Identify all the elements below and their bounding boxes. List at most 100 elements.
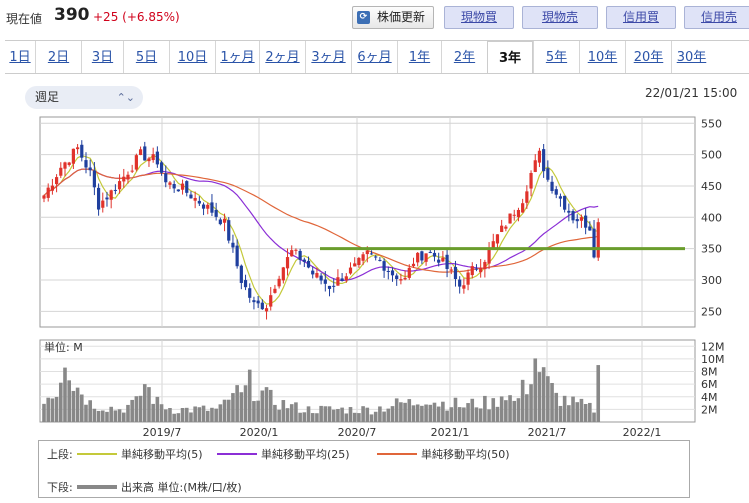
- tab-period-7[interactable]: 3ヶ月: [305, 41, 351, 75]
- margin-sell-button[interactable]: 信用売: [684, 6, 749, 29]
- volume-unit-label: 単位: M: [44, 340, 83, 354]
- volume-bar: [58, 382, 63, 422]
- volume-tick-label: 10M: [701, 353, 725, 366]
- volume-bar: [100, 410, 105, 422]
- tab-period-8[interactable]: 6ヶ月: [351, 41, 397, 75]
- volume-bar: [340, 407, 344, 422]
- legend-upper-label: 上段:: [47, 448, 73, 461]
- candle-body: [159, 162, 164, 173]
- volume-bar: [210, 407, 214, 422]
- candle-body: [113, 189, 117, 191]
- tab-period-10[interactable]: 2年: [441, 41, 487, 75]
- candle-body: [235, 245, 239, 267]
- candle-body: [227, 220, 231, 241]
- tab-period-3[interactable]: 5日: [123, 41, 169, 75]
- candle-body: [59, 167, 63, 176]
- tab-period-2[interactable]: 3日: [81, 41, 123, 75]
- cash-buy-button[interactable]: 現物買: [444, 6, 514, 29]
- volume-tick-label: 4M: [701, 391, 718, 404]
- tab-period-0[interactable]: 1日: [9, 50, 31, 65]
- volume-tick-label: 12M: [701, 340, 725, 353]
- candle-body: [155, 151, 159, 165]
- volume-bar: [344, 413, 349, 422]
- candle-body: [495, 234, 500, 244]
- volume-bar: [151, 403, 155, 422]
- tab-period-12[interactable]: 5年: [533, 41, 579, 75]
- candle-body: [579, 217, 584, 221]
- candle-body: [67, 162, 71, 165]
- y-tick-label: 500: [701, 149, 722, 162]
- volume-bar: [184, 407, 189, 422]
- candle-body: [147, 158, 151, 162]
- candle-body: [168, 182, 172, 185]
- y-tick-label: 550: [701, 117, 722, 130]
- margin-buy-button[interactable]: 信用買: [606, 6, 676, 29]
- tab-period-11[interactable]: 3年: [487, 41, 533, 76]
- tab-period-9[interactable]: 1年: [397, 41, 441, 75]
- period-tabs: 1日 2日 3日 5日 10日 1ヶ月 2ヶ月 3ヶ月 6ヶ月 1年 2年 3年 5年 10年 20年 30年: [5, 40, 749, 76]
- volume-bar: [54, 396, 59, 422]
- volume-bar: [243, 385, 248, 422]
- tabs-divider: [5, 73, 749, 74]
- volume-bar: [142, 384, 147, 422]
- candle-body: [96, 187, 101, 210]
- volume-bar: [176, 413, 181, 422]
- tab-period-14[interactable]: 20年: [625, 41, 671, 75]
- tab-period-6[interactable]: 2ヶ月: [259, 41, 305, 75]
- volume-bar: [525, 394, 529, 422]
- tab-period-1[interactable]: 2日: [35, 41, 81, 75]
- refresh-quote-button[interactable]: ⟳ 株価更新: [352, 6, 434, 29]
- candle-body: [369, 253, 374, 255]
- x-tick-label: 2021/1: [431, 426, 470, 439]
- candle-body: [319, 275, 323, 281]
- candle-body: [50, 185, 54, 191]
- y-tick-label: 450: [701, 180, 722, 193]
- refresh-icon: ⟳: [357, 11, 370, 24]
- candle-body: [462, 285, 466, 289]
- volume-bar: [445, 410, 449, 422]
- volume-bar: [394, 398, 399, 422]
- candle-body: [243, 280, 248, 288]
- volume-bar: [512, 400, 517, 422]
- volume-bar: [336, 409, 340, 422]
- volume-bar: [189, 412, 193, 422]
- volume-bar: [499, 396, 504, 422]
- cash-sell-button[interactable]: 現物売: [522, 6, 598, 29]
- candle-body: [592, 228, 596, 258]
- volume-bar: [474, 407, 479, 422]
- volume-bar: [529, 384, 533, 422]
- candle-body: [508, 213, 512, 224]
- volume-bar: [260, 390, 265, 422]
- candle-body: [533, 160, 537, 172]
- candle-body: [554, 189, 558, 195]
- tab-period-5[interactable]: 1ヶ月: [215, 41, 259, 75]
- volume-bar: [537, 372, 542, 422]
- candle-body: [281, 267, 285, 281]
- candle-body: [399, 279, 403, 281]
- volume-bar: [495, 406, 500, 422]
- tab-period-13[interactable]: 10年: [579, 41, 625, 75]
- volume-bar: [583, 403, 588, 422]
- volume-bar: [348, 407, 353, 422]
- interval-select[interactable]: 週足 ⌃⌄: [25, 86, 143, 109]
- volume-bar: [147, 387, 151, 422]
- volume-bar: [592, 412, 596, 422]
- chart-legend: 上段: 単純移動平均(5) 単純移動平均(25) 単純移動平均(50) 下段: …: [38, 440, 690, 498]
- volume-bar: [390, 406, 395, 422]
- candle-body: [302, 259, 306, 262]
- volume-bar: [235, 385, 239, 422]
- volume-bar: [193, 406, 197, 422]
- candle-body: [105, 197, 109, 200]
- candle-body: [546, 168, 550, 180]
- legend-ma5-label: 単純移動平均(5): [121, 448, 203, 461]
- candle-body: [441, 257, 445, 262]
- candle-body: [403, 277, 407, 280]
- candle-body: [382, 261, 386, 271]
- candle-body: [479, 267, 483, 273]
- volume-bar: [222, 399, 227, 422]
- tab-period-15[interactable]: 30年: [671, 41, 711, 75]
- tab-period-4[interactable]: 10日: [169, 41, 215, 75]
- x-tick-label: 2020/1: [240, 426, 279, 439]
- volume-bar: [92, 408, 97, 422]
- volume-bar: [218, 404, 223, 422]
